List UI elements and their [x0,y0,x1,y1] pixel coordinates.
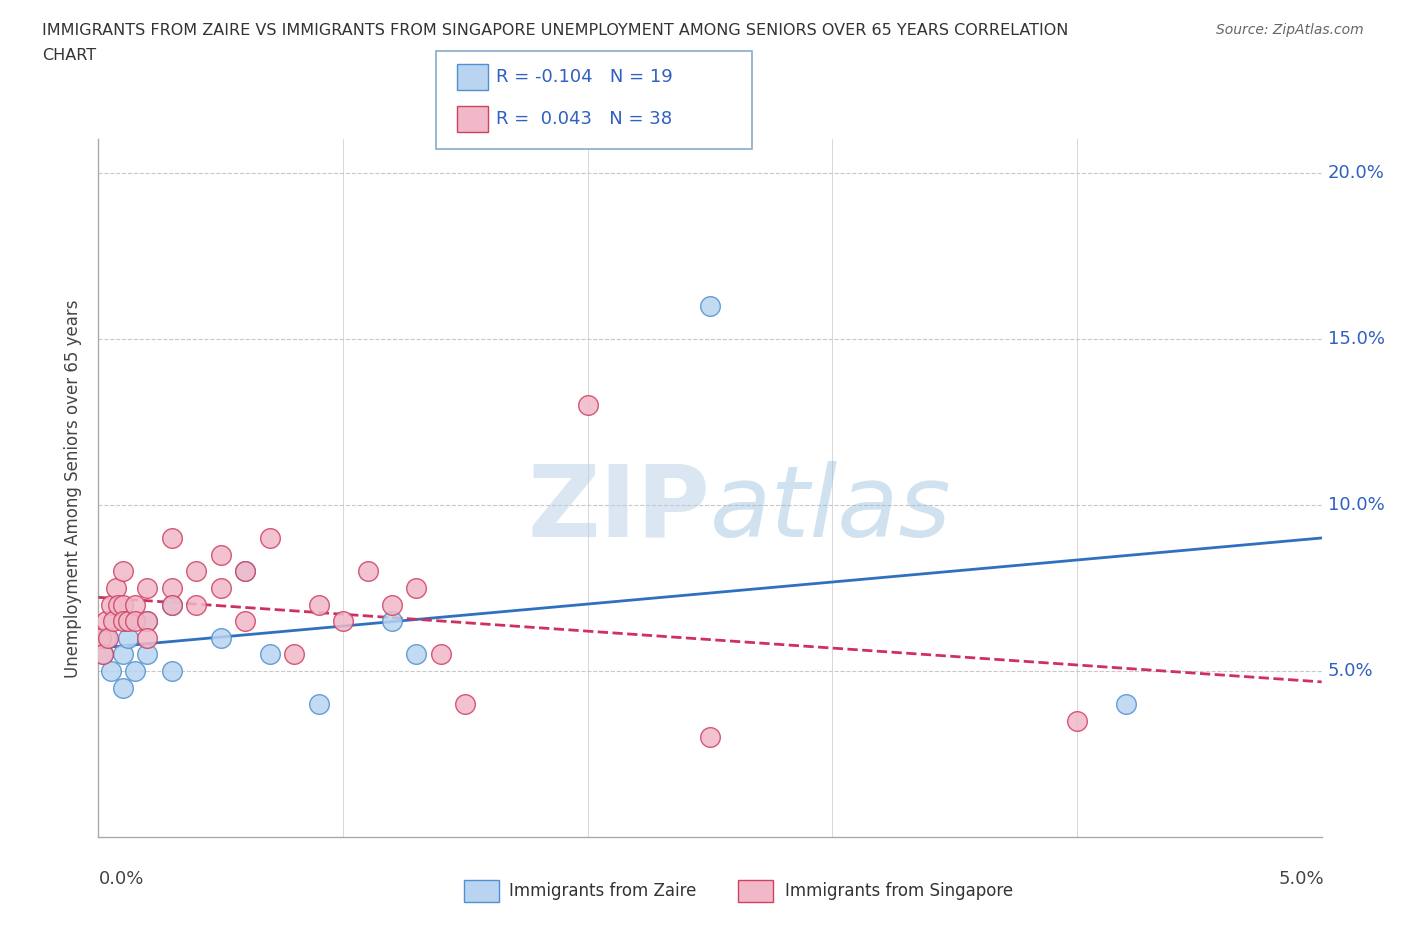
Point [233,564,256,578]
Text: atlas: atlas [710,460,952,558]
Point [90,631,112,645]
Text: 15.0%: 15.0% [1327,330,1385,348]
Point [160,597,183,612]
Point [576,398,599,413]
Point [160,663,183,678]
Point [308,697,330,711]
Point [233,614,256,629]
Point [209,547,232,562]
Text: Immigrants from Zaire: Immigrants from Zaire [509,882,696,900]
Point [107,597,129,612]
Point [111,597,134,612]
Point [259,647,281,662]
Point [111,680,134,695]
Point [91,647,114,662]
Y-axis label: Unemployment Among Seniors over 65 years: Unemployment Among Seniors over 65 years [65,299,83,677]
Point [283,647,305,662]
Point [308,597,330,612]
Point [94,614,117,629]
Text: 20.0%: 20.0% [1327,164,1385,181]
Text: ZIP: ZIP [527,460,710,558]
Point [111,614,134,629]
Point [136,580,159,595]
Text: Immigrants from Singapore: Immigrants from Singapore [785,882,1012,900]
Point [117,614,139,629]
Point [381,597,404,612]
Point [1066,713,1088,728]
Text: 5.0%: 5.0% [1327,662,1374,680]
Point [136,631,159,645]
Point [430,647,453,662]
Point [699,299,721,313]
Point [405,580,427,595]
Point [233,564,256,578]
Point [136,614,159,629]
Text: R = -0.104   N = 19: R = -0.104 N = 19 [496,68,673,86]
Point [111,647,134,662]
Text: Source: ZipAtlas.com: Source: ZipAtlas.com [1216,23,1364,37]
Point [91,647,114,662]
Text: CHART: CHART [42,48,96,63]
Point [136,647,159,662]
Point [332,614,354,629]
Point [100,663,122,678]
Text: 10.0%: 10.0% [1327,496,1385,514]
Point [186,564,208,578]
Point [454,697,477,711]
Point [186,597,208,612]
Point [104,580,127,595]
Point [699,730,721,745]
Text: IMMIGRANTS FROM ZAIRE VS IMMIGRANTS FROM SINGAPORE UNEMPLOYMENT AMONG SENIORS OV: IMMIGRANTS FROM ZAIRE VS IMMIGRANTS FROM… [42,23,1069,38]
Text: 5.0%: 5.0% [1279,870,1324,887]
Point [111,564,134,578]
Point [405,647,427,662]
Point [100,597,122,612]
Point [160,531,183,546]
Text: R =  0.043   N = 38: R = 0.043 N = 38 [496,110,672,128]
Point [356,564,378,578]
Point [209,631,232,645]
Point [381,614,404,629]
Point [1115,697,1137,711]
Text: 0.0%: 0.0% [98,870,143,887]
Point [209,580,232,595]
Point [259,531,281,546]
Point [124,597,146,612]
Point [136,614,159,629]
Point [124,663,146,678]
Point [94,631,117,645]
Point [160,597,183,612]
Point [124,614,146,629]
Point [160,580,183,595]
Point [101,614,124,629]
Point [117,631,139,645]
Point [97,631,120,645]
